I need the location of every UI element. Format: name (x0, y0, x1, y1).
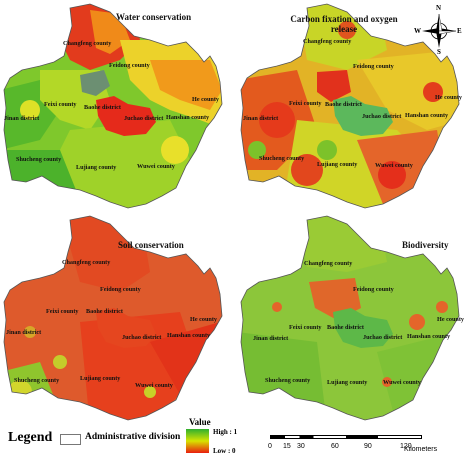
label-hanshan: Hanshan county (407, 333, 451, 340)
compass-n: N (436, 4, 442, 12)
value-high-label: High : 1 (213, 428, 238, 436)
label-hanshan: Hanshan county (167, 332, 211, 339)
label-shucheng: Shucheng county (16, 156, 62, 163)
legend-boundary-label: Administrative division (85, 432, 181, 442)
map-panel-biodiversity: Biodiversity Changfeng county Feidong co… (237, 212, 474, 426)
water-conservation-map (3, 3, 223, 209)
label-wuwei: Wuwei county (137, 163, 175, 170)
label-feixi: Feixi county (44, 101, 77, 108)
label-baohe: Baohe district (325, 101, 362, 108)
scale-unit: Kilometers (404, 446, 438, 453)
legend-boundary-swatch (60, 434, 81, 445)
map-panel-soil-conservation: Soil conservation Changfeng county Feido… (0, 212, 237, 426)
label-jinan: Jinan district (253, 335, 289, 342)
scale-tick: 60 (331, 443, 339, 450)
compass-e: E (457, 27, 462, 35)
label-changfeng: Changfeng county (304, 260, 353, 267)
scale-bar (270, 435, 422, 439)
scale-tick: 15 (283, 443, 291, 450)
label-changfeng: Changfeng county (303, 38, 352, 45)
label-shucheng: Shucheng county (265, 377, 311, 384)
panel-title: Soil conservation (118, 240, 184, 250)
value-ramp-title: Value (189, 417, 211, 427)
panel-title: Water conservation (116, 12, 192, 22)
label-jinan: Jinan district (6, 329, 42, 336)
label-feidong: Feidong county (100, 286, 141, 293)
label-lujiang: Lujiang county (327, 379, 368, 386)
label-feidong: Feidong county (353, 63, 394, 70)
biodiversity-map (240, 215, 460, 421)
scale-tick: 90 (364, 443, 372, 450)
label-juchao: Juchao district (363, 334, 403, 341)
value-color-ramp (186, 429, 209, 453)
scale-tick: 30 (297, 443, 305, 450)
label-hanshan: Hanshan county (166, 114, 210, 121)
label-wuwei: Wuwei county (383, 379, 421, 386)
label-changfeng: Changfeng county (62, 259, 111, 266)
label-feixi: Feixi county (289, 324, 322, 331)
scale-tick: 120 (400, 443, 412, 450)
compass-w: W (414, 27, 421, 35)
panel-title: Biodiversity (402, 240, 449, 250)
label-shucheng: Shucheng county (14, 377, 60, 384)
map-panel-carbon-fixation: Carbon fixation and oxygen release Chang… (237, 0, 474, 214)
label-lujiang: Lujiang county (80, 375, 121, 382)
label-he: He county (190, 316, 217, 323)
soil-conservation-map (3, 215, 223, 421)
label-he: He county (437, 316, 464, 323)
label-baohe: Baohe district (86, 308, 123, 315)
label-wuwei: Wuwei county (375, 162, 413, 169)
compass-rose-icon (422, 13, 457, 48)
label-lujiang: Lujiang county (76, 164, 117, 171)
label-jinan: Jinan district (4, 115, 40, 122)
scale-tick: 0 (268, 443, 272, 450)
label-jinan: Jinan district (243, 115, 279, 122)
label-lujiang: Lujiang county (317, 161, 358, 168)
label-juchao: Juchao district (124, 115, 164, 122)
label-baohe: Baohe district (327, 324, 364, 331)
carbon-fixation-map (240, 3, 460, 209)
label-feidong: Feidong county (109, 62, 150, 69)
label-feidong: Feidong county (353, 286, 394, 293)
map-panel-water-conservation: Water conservation Changfeng county Feid… (0, 0, 237, 214)
north-arrow: N S W E (414, 4, 462, 56)
panel-title: Carbon fixation and oxygen release (290, 14, 398, 34)
label-juchao: Juchao district (362, 113, 402, 120)
label-wuwei: Wuwei county (135, 382, 173, 389)
label-feixi: Feixi county (46, 308, 79, 315)
legend-title: Legend (8, 430, 53, 445)
label-hanshan: Hanshan county (405, 112, 449, 119)
label-he: He county (192, 96, 219, 103)
label-he: He county (435, 94, 462, 101)
compass-s: S (437, 48, 441, 56)
label-feixi: Feixi county (289, 100, 322, 107)
label-baohe: Baohe district (84, 104, 121, 111)
value-low-label: Low : 0 (213, 447, 236, 455)
label-juchao: Juchao district (122, 334, 162, 341)
label-shucheng: Shucheng county (259, 155, 305, 162)
label-changfeng: Changfeng county (63, 40, 112, 47)
